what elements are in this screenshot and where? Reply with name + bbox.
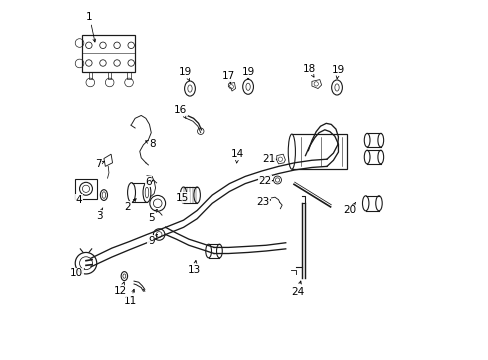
Text: 21: 21 [262,154,276,164]
Text: 9: 9 [148,234,157,246]
Text: 23: 23 [256,197,270,207]
Text: 19: 19 [178,67,192,81]
Text: 8: 8 [145,139,156,149]
Ellipse shape [242,79,253,94]
Ellipse shape [334,84,339,91]
Ellipse shape [145,187,148,198]
Text: 24: 24 [290,281,304,297]
Ellipse shape [245,83,250,90]
Bar [291,134,346,169]
Polygon shape [228,82,235,91]
Ellipse shape [364,150,369,164]
Ellipse shape [121,272,127,280]
Ellipse shape [127,183,135,202]
FancyBboxPatch shape [82,35,135,72]
Text: 20: 20 [343,203,356,216]
Ellipse shape [184,81,195,96]
Text: 6: 6 [145,177,153,187]
Ellipse shape [377,134,383,147]
Polygon shape [276,154,285,164]
Text: 16: 16 [174,105,187,118]
Text: 1: 1 [86,12,96,42]
Ellipse shape [375,196,382,211]
Ellipse shape [216,244,222,258]
Ellipse shape [275,178,279,182]
Ellipse shape [194,187,200,203]
Text: 2: 2 [124,199,136,212]
Ellipse shape [142,183,151,202]
Text: 14: 14 [230,149,244,163]
Ellipse shape [122,274,125,278]
Ellipse shape [377,150,383,164]
Text: 17: 17 [221,71,235,83]
Text: 22: 22 [258,176,272,186]
Ellipse shape [364,134,369,147]
Text: 10: 10 [70,268,84,278]
Text: 3: 3 [96,208,102,221]
Text: 11: 11 [123,289,137,306]
Text: 7: 7 [95,159,104,169]
Text: 19: 19 [331,64,345,79]
Text: 4: 4 [75,195,82,205]
Text: 19: 19 [241,67,254,80]
Text: 12: 12 [114,282,127,296]
Ellipse shape [362,196,368,211]
Text: 5: 5 [148,210,157,222]
Ellipse shape [205,244,211,258]
Ellipse shape [187,85,192,92]
Ellipse shape [331,80,342,95]
Ellipse shape [287,134,295,169]
Polygon shape [311,80,321,89]
Bar [75,179,97,199]
Text: 18: 18 [302,64,315,77]
Ellipse shape [102,192,105,198]
Text: 15: 15 [176,193,189,203]
Text: 13: 13 [187,260,201,275]
Ellipse shape [273,176,281,184]
Polygon shape [104,154,112,166]
Ellipse shape [100,190,107,201]
Ellipse shape [180,187,186,203]
